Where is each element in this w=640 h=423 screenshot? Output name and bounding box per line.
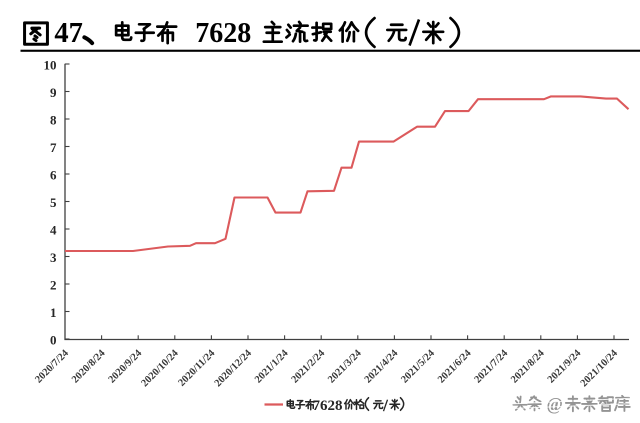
svg-text:9: 9 [50,85,57,100]
svg-text:7628: 7628 [313,398,343,414]
svg-text:1: 1 [50,305,57,320]
svg-text:0: 0 [50,333,57,348]
svg-text:4: 4 [50,223,57,238]
svg-text:6: 6 [50,168,57,183]
svg-text:7: 7 [50,140,57,155]
svg-text:5: 5 [50,195,57,210]
svg-text:47: 47 [54,18,83,49]
svg-text:2: 2 [50,278,57,293]
svg-text:3: 3 [50,250,57,265]
svg-text:7628: 7628 [195,18,251,49]
svg-text:8: 8 [50,113,57,128]
svg-text:@: @ [547,394,563,414]
svg-text:10: 10 [44,58,57,73]
